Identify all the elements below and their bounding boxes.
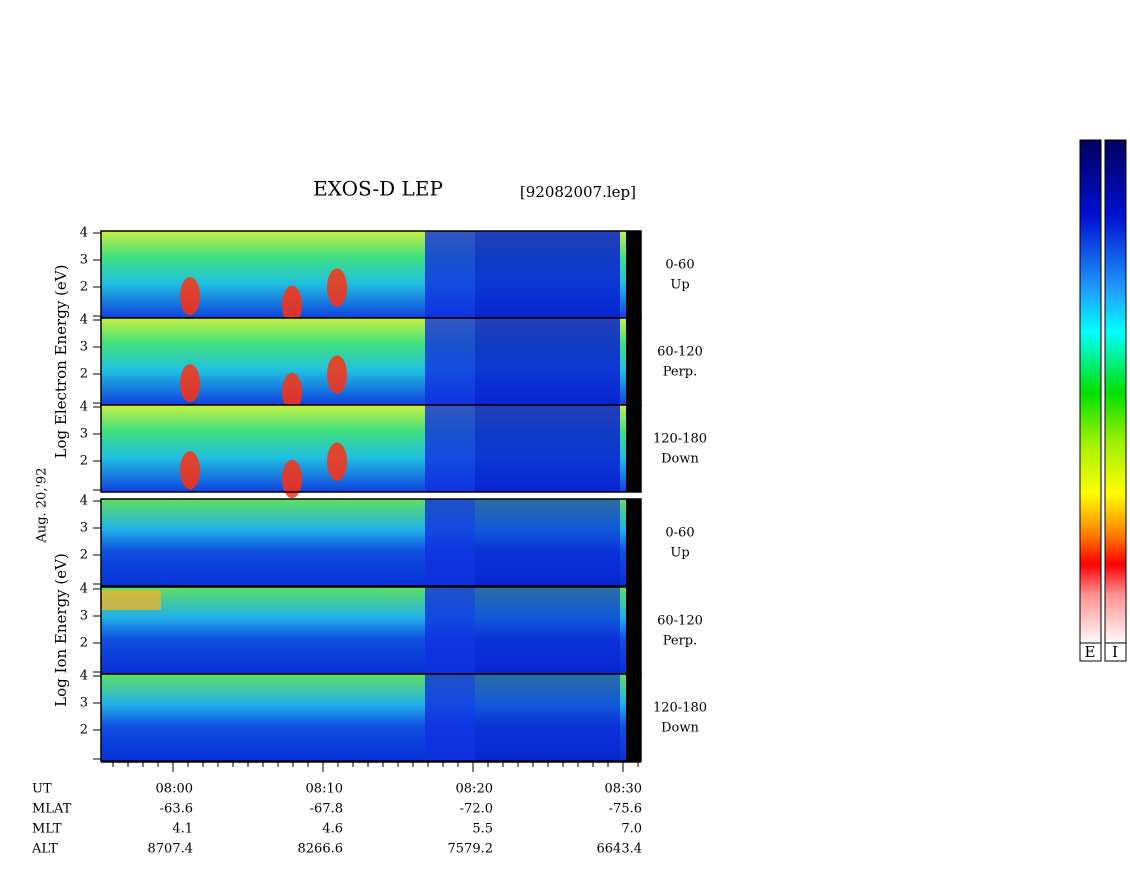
y-tick-label: 3 [80,427,88,442]
spectrogram-region [475,499,620,586]
y-tick-label: 4 [80,582,88,597]
spectrogram-feature [180,277,200,316]
pitch-direction: Up [670,546,689,561]
y-tick-label: 3 [80,609,88,624]
row-value: -67.8 [310,802,343,817]
spectrogram-feature [101,590,161,610]
y-tick-label: 2 [80,454,88,469]
spectrogram-feature [282,285,302,325]
spectrogram-feature [327,442,347,481]
y-tick-label: 3 [80,340,88,355]
row-value: -75.6 [609,802,642,817]
row-value: 08:10 [306,782,343,797]
y-tick-label: 3 [80,696,88,711]
spectrogram-feature [180,451,200,490]
spectrogram-region [425,674,475,761]
title: EXOS-D LEP [313,177,443,201]
y-tick-label: 2 [80,280,88,295]
spectrogram-feature [327,355,347,394]
y-axis-label: Log Electron Energy (eV) [52,265,70,459]
row-value: -72.0 [460,802,493,817]
spectrogram-feature [282,459,302,499]
row-value: 5.5 [472,822,493,837]
date: Aug. 20,'92 [35,467,50,543]
file-name: [92082007.lep] [520,183,636,201]
row-value: 08:20 [456,782,493,797]
spectrogram-region [425,318,475,405]
pitch-range: 120-180 [653,701,707,716]
row-value: 4.1 [172,822,193,837]
pitch-direction: Perp. [663,634,698,649]
y-tick-label: 4 [80,313,88,328]
color-bar-label: I [1112,643,1118,661]
spectrogram-feature [327,268,347,307]
color-bar-box [1104,642,1127,662]
pitch-range: 0-60 [665,258,694,273]
row-value: 8266.6 [298,842,344,857]
row-value: 08:00 [156,782,193,797]
y-tick-label: 4 [80,400,88,415]
pitch-range: 60-120 [657,345,703,360]
spectrogram-region [475,231,620,318]
spectrogram-edge [626,318,641,405]
row-label: MLAT [32,802,72,817]
color-bar-label: E [1085,643,1096,661]
color-bar [1104,139,1127,646]
panel-frame [100,404,642,493]
spectrogram-edge [626,499,641,586]
spectrogram-edge [626,587,641,674]
row-value: 4.6 [322,822,343,837]
color-bar-box [1079,642,1102,662]
pitch-direction: Down [661,452,699,467]
spectrogram-region [425,587,475,674]
pitch-direction: Up [670,278,689,293]
row-label: MLT [32,822,62,837]
y-tick-label: 4 [80,494,88,509]
spectrogram-edge [626,674,641,761]
pitch-direction: Perp. [663,365,698,380]
row-value: 6643.4 [597,842,643,857]
y-tick-label: 3 [80,521,88,536]
row-value: 08:30 [605,782,642,797]
spectrogram-region [475,405,620,492]
pitch-range: 60-120 [657,614,703,629]
color-bar [1079,139,1102,646]
spectrogram-feature [180,364,200,403]
y-tick-label: 3 [80,253,88,268]
y-tick-label: 2 [80,548,88,563]
row-value: -63.6 [160,802,193,817]
y-axis-label: Log Ion Energy (eV) [52,553,70,707]
row-label: ALT [31,842,58,857]
row-value: 8707.4 [148,842,194,857]
spectrogram-region [475,587,620,674]
y-tick-label: 4 [80,226,88,241]
spectrogram-region [425,499,475,586]
spectrogram-region [425,231,475,318]
y-tick-label: 2 [80,723,88,738]
color-bars: E I [1079,139,1127,662]
pitch-range: 120-180 [653,432,707,447]
panel-frame [100,498,642,587]
y-tick-label: 4 [80,669,88,684]
row-value: 7.0 [621,822,642,837]
pitch-range: 0-60 [665,526,694,541]
spectrogram-edge [626,231,641,318]
spectrogram-region [475,318,620,405]
y-tick-label: 2 [80,636,88,651]
row-value: 7579.2 [448,842,494,857]
row-label: UT [32,782,52,797]
spectrogram-region [475,674,620,761]
spectrogram-feature [282,372,302,412]
y-tick-label: 2 [80,367,88,382]
spectrogram-region [425,405,475,492]
spectrogram-edge [626,405,641,492]
panel-frame [100,673,642,762]
pitch-direction: Down [661,721,699,736]
